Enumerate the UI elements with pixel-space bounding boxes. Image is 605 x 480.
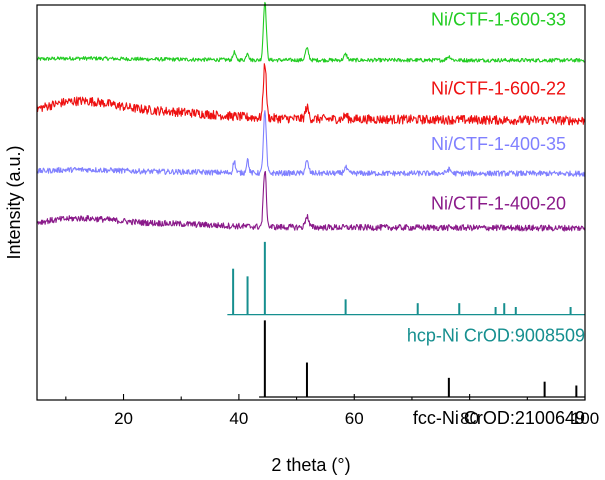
y-axis-title: Intensity (a.u.) <box>4 145 24 259</box>
x-tick-label: 40 <box>229 409 248 428</box>
series-line <box>36 110 586 177</box>
x-axis: 20 40 60 80 100 <box>65 394 599 428</box>
series-layer <box>36 1 586 398</box>
series-line <box>36 1 586 63</box>
series-label: Ni/CTF-1-600-33 <box>431 10 566 30</box>
x-tick-label: 20 <box>114 409 133 428</box>
x-axis-title: 2 theta (°) <box>271 455 350 475</box>
series-label: Ni/CTF-1-600-22 <box>431 79 566 99</box>
series-label: fcc-Ni CrOD:2100649 <box>413 408 585 428</box>
series-labels: Ni/CTF-1-600-33 Ni/CTF-1-600-22 Ni/CTF-1-4… <box>407 10 585 428</box>
x-tick-label: 100 <box>571 409 599 428</box>
x-tick-label: 60 <box>345 409 364 428</box>
series-label: hcp-Ni CrOD:9008509 <box>407 326 585 346</box>
series-line <box>36 63 586 126</box>
series-label: Ni/CTF-1-400-20 <box>431 194 566 214</box>
plot-frame <box>36 4 586 401</box>
series-line <box>36 170 586 232</box>
x-tick-label: 80 <box>460 409 479 428</box>
series-label: Ni/CTF-1-400-35 <box>431 134 566 154</box>
